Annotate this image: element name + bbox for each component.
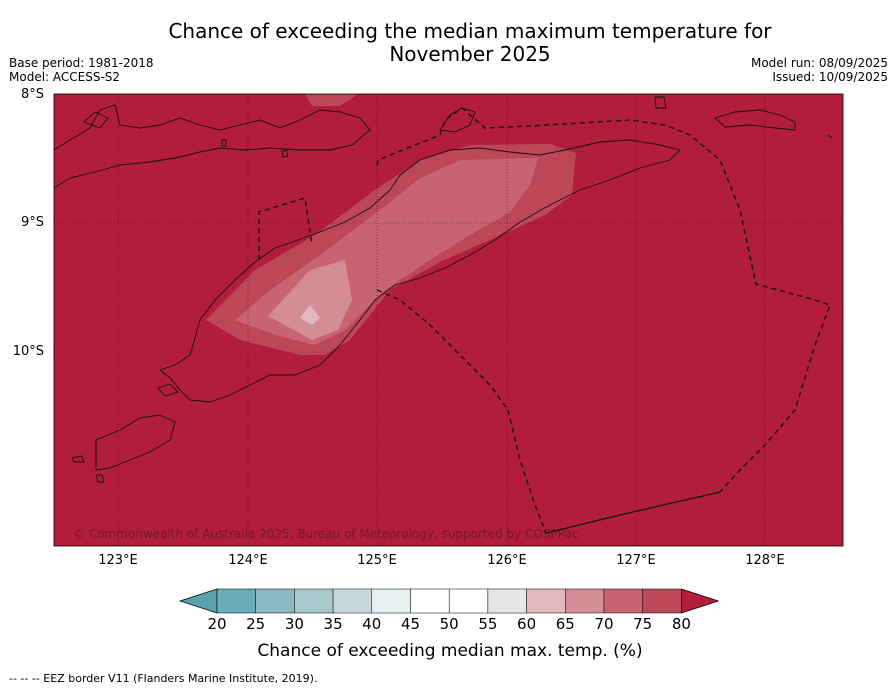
base-period: Base period: 1981-2018 [9,56,154,70]
colorbar [178,588,720,614]
colorbar-segment [565,588,605,614]
lon-label-126e: 126°E [487,553,527,568]
eez-footnote: -- -- -- EEZ border V11 (Flanders Marine… [9,672,318,685]
colorbar-over-arrow [681,588,720,614]
colorbar-tick-label: 55 [478,615,498,633]
colorbar-tick-label: 80 [671,615,691,633]
probability-contours [206,94,576,355]
colorbar-segment [487,588,527,614]
border-line [545,491,721,534]
colorbar-segment [526,588,566,614]
colorbar-segment [448,588,489,614]
coastlines [53,96,833,483]
model-name: Model: ACCESS-S2 [9,70,121,84]
lon-label-123e: 123°E [98,553,138,568]
map-frame [53,93,844,547]
colorbar-segment [255,588,295,614]
colorbar-segment [642,588,682,614]
meta-left: Base period: 1981-2018 Model: ACCESS-S2 [9,56,154,84]
lon-label-127e: 127°E [616,553,656,568]
lat-label-10s: 10°S [12,344,44,359]
issued-date: Issued: 10/09/2025 [772,70,888,84]
colorbar-tick-label: 25 [246,615,266,633]
colorbar-segment [371,588,411,614]
colorbar-tick-label: 75 [633,615,653,633]
colorbar-label: Chance of exceeding median max. temp. (%… [257,641,643,661]
contour-65 [268,260,352,340]
lat-label-9s: 9°S [20,215,44,230]
colorbar-tick-label: 30 [284,615,304,633]
colorbar-tick-label: 70 [594,615,614,633]
colorbar-segment [603,588,643,614]
lon-label-124e: 124°E [228,553,268,568]
eez-border [258,107,831,534]
colorbar-segment [332,588,373,614]
colorbar-segment [410,588,450,614]
lat-label-8s: 8°S [20,87,44,102]
colorbar-tick-label: 35 [323,615,343,633]
map-title: Chance of exceeding the median maximum t… [168,19,772,66]
colorbar-tick-label: 50 [439,615,459,633]
colorbar-tick-label: 65 [555,615,575,633]
colorbar-tick-label: 60 [517,615,537,633]
colorbar-under-arrow [178,588,218,614]
lon-label-128e: 128°E [745,553,785,568]
colorbar-tick-label: 20 [207,615,227,633]
gridlines [54,94,843,546]
contour-70 [305,94,358,106]
colorbar-segment [294,588,334,614]
contour-60 [300,305,320,325]
colorbar-tick-label: 45 [400,615,421,633]
colorbar-segment [216,588,256,614]
meta-right: Model run: 08/09/2025 Issued: 10/09/2025 [751,56,888,84]
model-run: Model run: 08/09/2025 [750,56,888,70]
colorbar-tick-label: 40 [362,615,382,633]
map-credit: © Commonwealth of Australia 2025, Bureau… [73,527,579,541]
lon-label-125e: 125°E [357,553,397,568]
